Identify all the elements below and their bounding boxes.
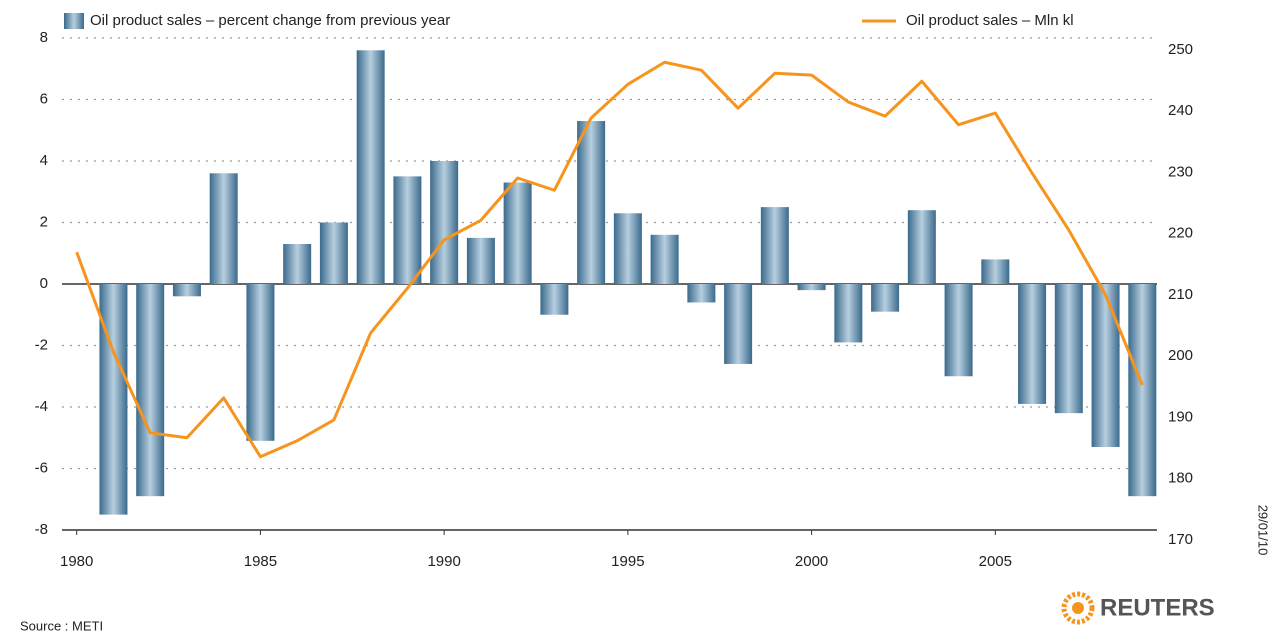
- y-tick-label: -8: [35, 521, 48, 538]
- bar: [1054, 284, 1083, 414]
- bar: [319, 222, 348, 284]
- y2-tick-label: 180: [1168, 470, 1193, 487]
- y-tick-label: 8: [40, 29, 48, 46]
- y-tick-label: 6: [40, 90, 48, 107]
- y2-tick-label: 230: [1168, 163, 1193, 180]
- bar: [283, 244, 312, 284]
- y-tick-label: -2: [35, 336, 48, 353]
- bar: [871, 284, 900, 312]
- bar: [136, 284, 165, 497]
- bar: [1018, 284, 1047, 404]
- y-tick-label: -4: [35, 398, 48, 415]
- bar: [981, 259, 1010, 284]
- bar: [834, 284, 863, 343]
- legend-swatch: [64, 13, 84, 29]
- bar: [760, 207, 789, 284]
- bar: [797, 284, 826, 291]
- bar: [430, 161, 459, 284]
- y2-tick-label: 240: [1168, 102, 1193, 119]
- bar: [687, 284, 716, 303]
- line: [75, 60, 1144, 459]
- bar: [1091, 284, 1120, 447]
- legend-label: Oil product sales – percent change from …: [90, 12, 450, 29]
- x-tick-label: 2000: [795, 553, 828, 570]
- x-tick-label: 2005: [979, 553, 1012, 570]
- x-tick-label: 1980: [60, 553, 93, 570]
- y-tick-label: 2: [40, 213, 48, 230]
- x-tick-label: 1990: [427, 553, 460, 570]
- bar: [724, 284, 753, 364]
- y2-tick-label: 200: [1168, 347, 1193, 364]
- source: Source : METI: [20, 618, 103, 633]
- y2-tick-label: 250: [1168, 41, 1193, 58]
- bar: [944, 284, 973, 377]
- y-tick-label: -6: [35, 459, 48, 476]
- bar: [503, 182, 532, 284]
- y2-tick-label: 210: [1168, 286, 1193, 303]
- y-tick-label: 4: [40, 152, 48, 169]
- bar: [393, 176, 422, 284]
- bar: [907, 210, 936, 284]
- bar: [1128, 284, 1157, 497]
- y2-tick-label: 190: [1168, 408, 1193, 425]
- date: 29/01/10: [1256, 505, 1271, 556]
- bar: [540, 284, 569, 315]
- y-tick-label: 0: [40, 275, 48, 292]
- bar: [613, 213, 642, 284]
- bar: [209, 173, 238, 284]
- bar: [466, 237, 495, 284]
- legend-label: Oil product sales – Mln kl: [906, 12, 1074, 29]
- x-tick-label: 1985: [244, 553, 277, 570]
- bar: [172, 284, 201, 297]
- logo: REUTERS: [1100, 594, 1215, 621]
- logo-icon: [1061, 591, 1095, 625]
- y2-tick-label: 170: [1168, 531, 1193, 548]
- bar: [356, 50, 385, 284]
- bar: [99, 284, 128, 515]
- bar: [650, 234, 679, 284]
- y2-tick-label: 220: [1168, 225, 1193, 242]
- bar: [577, 121, 606, 285]
- x-tick-label: 1995: [611, 553, 644, 570]
- bar: [246, 284, 275, 441]
